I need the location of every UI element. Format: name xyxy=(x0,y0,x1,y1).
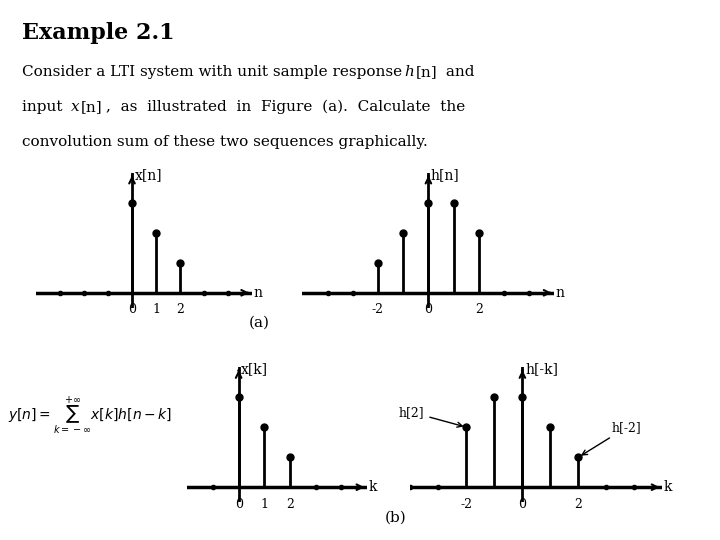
Text: convolution sum of these two sequences graphically.: convolution sum of these two sequences g… xyxy=(22,135,428,149)
Text: (a): (a) xyxy=(248,316,270,330)
Text: ,  as  illustrated  in  Figure  (a).  Calculate  the: , as illustrated in Figure (a). Calculat… xyxy=(106,100,465,114)
Text: k: k xyxy=(369,480,377,494)
Text: -2: -2 xyxy=(372,303,384,316)
Text: h[2]: h[2] xyxy=(399,406,462,427)
Text: h[-2]: h[-2] xyxy=(582,421,642,455)
Text: k: k xyxy=(664,480,672,494)
Text: [n]: [n] xyxy=(81,100,102,114)
Text: 0: 0 xyxy=(128,303,136,316)
Text: and: and xyxy=(441,65,474,79)
Text: Example 2.1: Example 2.1 xyxy=(22,22,174,44)
Text: h[n]: h[n] xyxy=(431,168,459,182)
Text: $y[n]=\sum_{k=-\infty}^{+\infty}x[k]h[n-k]$: $y[n]=\sum_{k=-\infty}^{+\infty}x[k]h[n-… xyxy=(8,395,172,437)
Text: (b): (b) xyxy=(385,510,407,524)
Text: 2: 2 xyxy=(575,498,582,511)
Text: [n]: [n] xyxy=(415,65,437,79)
Text: input: input xyxy=(22,100,67,114)
Text: 0: 0 xyxy=(235,498,243,511)
Text: 0: 0 xyxy=(424,303,433,316)
Text: 2: 2 xyxy=(176,303,184,316)
Text: 0: 0 xyxy=(518,498,526,511)
Text: h: h xyxy=(405,65,415,79)
Text: h[-k]: h[-k] xyxy=(525,362,558,376)
Text: -2: -2 xyxy=(460,498,472,511)
Text: 2: 2 xyxy=(475,303,482,316)
Text: 1: 1 xyxy=(261,498,269,511)
Text: 1: 1 xyxy=(152,303,160,316)
Text: n: n xyxy=(253,286,262,300)
Text: 2: 2 xyxy=(286,498,294,511)
Text: Consider a LTI system with unit sample response: Consider a LTI system with unit sample r… xyxy=(22,65,407,79)
Text: n: n xyxy=(556,286,564,300)
Text: x[k]: x[k] xyxy=(241,362,269,376)
Text: x[n]: x[n] xyxy=(135,168,162,182)
Text: x: x xyxy=(71,100,80,114)
